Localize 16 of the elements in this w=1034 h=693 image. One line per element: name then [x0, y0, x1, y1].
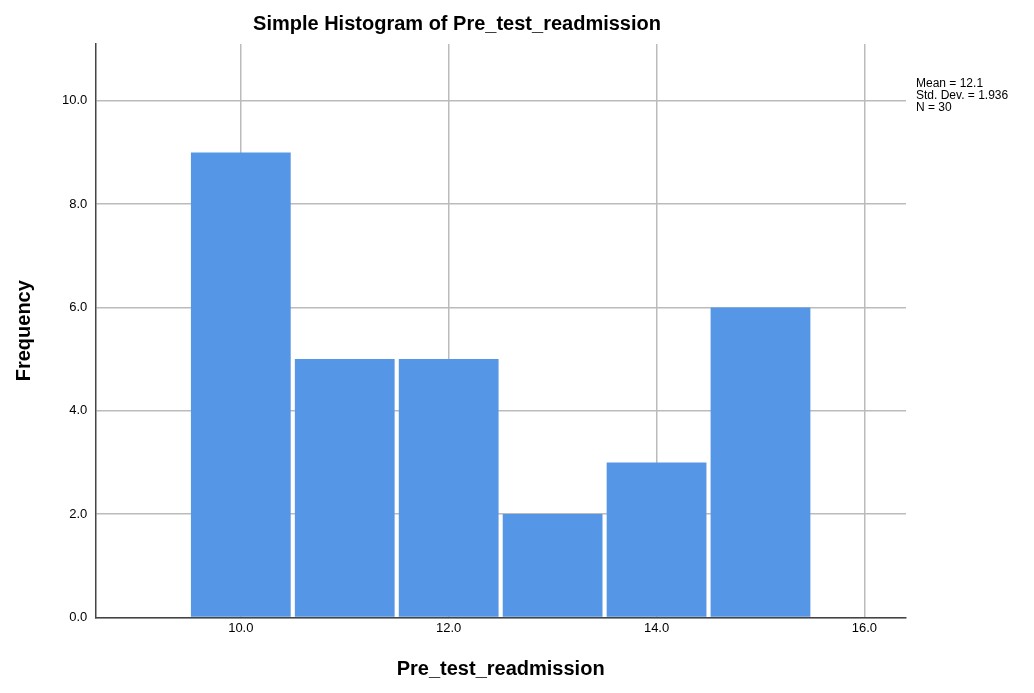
y-tick-label: 8.0 — [69, 195, 88, 211]
x-tick-label: 14.0 — [643, 619, 670, 635]
text: Std. Dev. = 1.936 — [916, 88, 1009, 103]
y-tick-label: 6.0 — [69, 299, 88, 315]
x-axis-title: Pre_test_readmission — [396, 656, 605, 679]
y-tick-label: 10.0 — [61, 92, 88, 108]
y-tick-label: 4.0 — [69, 402, 88, 418]
y-axis-title: Frequency — [11, 279, 34, 382]
chart-title: Simple Histogram of Pre_test_readmission — [253, 11, 661, 34]
x-tick-label: 12.0 — [436, 619, 462, 635]
text: Mean = 12.1 — [916, 76, 984, 91]
x-tick-label: 10.0 — [228, 619, 254, 635]
x-tick-label: 16.0 — [851, 619, 878, 635]
text: N = 30 — [916, 100, 953, 115]
y-tick-label: 2.0 — [69, 505, 88, 521]
y-tick-label: 0.0 — [69, 608, 88, 624]
